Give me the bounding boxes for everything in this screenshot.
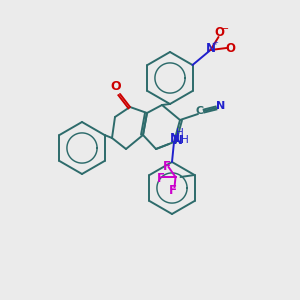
Text: F: F <box>169 184 176 196</box>
Text: H: H <box>176 128 184 138</box>
Text: C: C <box>196 106 204 116</box>
Text: N: N <box>173 134 183 148</box>
Text: N: N <box>170 133 180 146</box>
Text: N: N <box>206 43 215 56</box>
Text: O: O <box>111 80 121 94</box>
Text: O: O <box>214 26 224 40</box>
Text: F: F <box>163 160 170 172</box>
Text: H: H <box>181 135 189 145</box>
Text: −: − <box>221 24 230 34</box>
Text: +: + <box>213 40 218 46</box>
Text: O: O <box>226 43 236 56</box>
Text: F: F <box>157 172 164 184</box>
Text: N: N <box>216 101 226 111</box>
